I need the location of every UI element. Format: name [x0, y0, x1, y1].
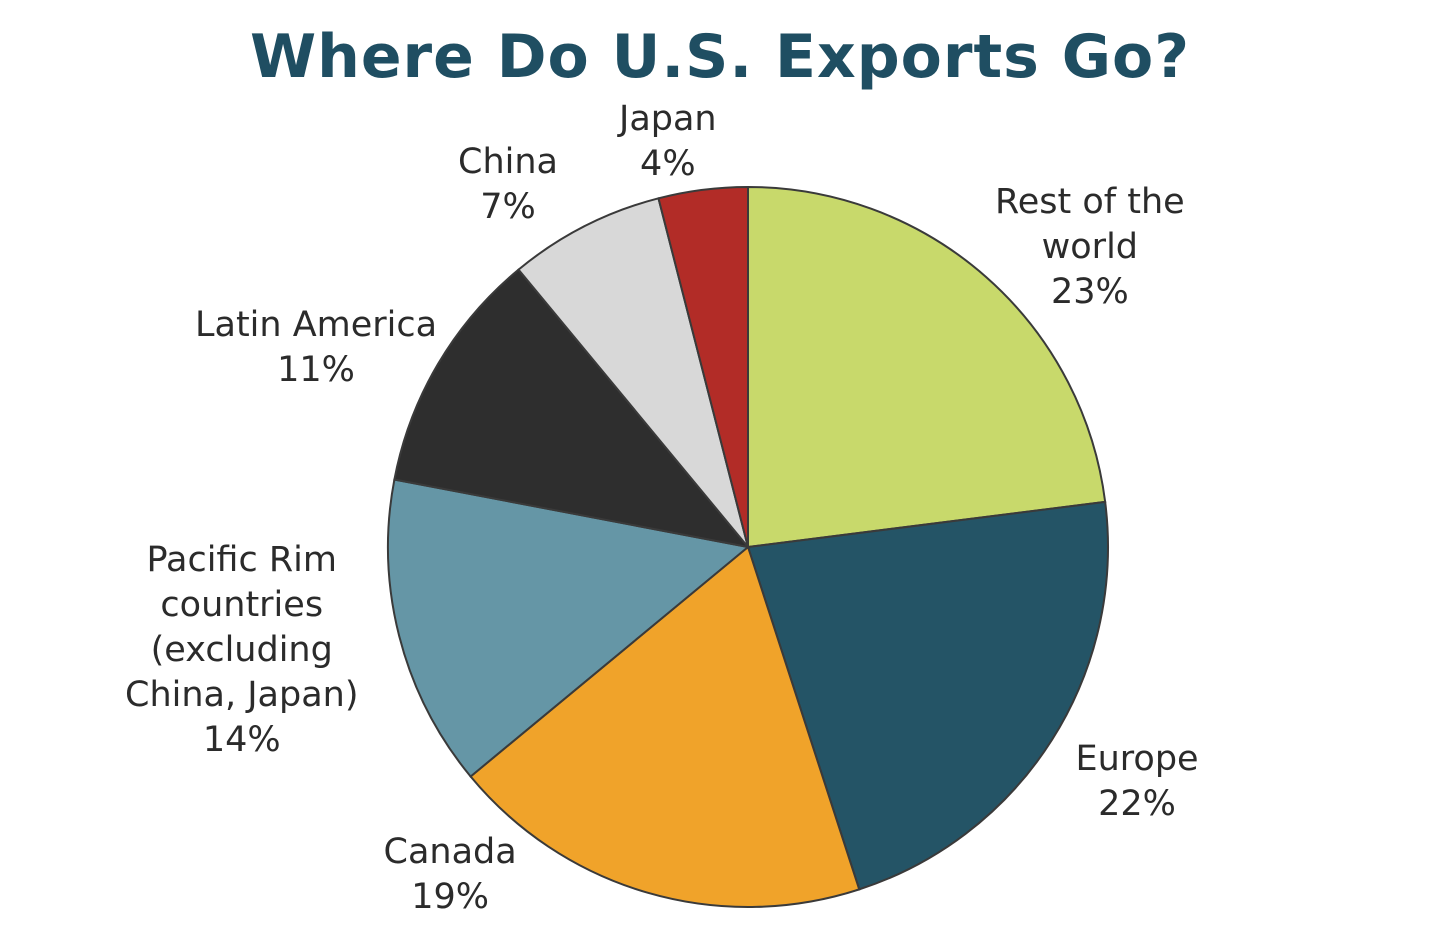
slice-label-text: world	[1041, 227, 1139, 267]
slice-label-text: Europe	[1075, 739, 1199, 779]
slice-value-label: 23%	[1050, 272, 1129, 312]
slice-value-label: 19%	[411, 877, 489, 917]
pie-slice-4	[393, 268, 751, 549]
pie-slice-5	[517, 197, 749, 548]
pie-slice-2	[469, 545, 861, 908]
slice-label-text: countries	[160, 585, 324, 625]
slice-value-label: 4%	[640, 144, 696, 184]
slice-label-0: Rest of the world 23%	[995, 180, 1185, 315]
slice-label-text: China, Japan)	[125, 675, 359, 715]
pie-slice-6	[657, 185, 749, 548]
slice-value-label: 7%	[480, 187, 536, 227]
slice-value-label: 22%	[1098, 784, 1176, 824]
slice-label-5: China 7%	[458, 140, 558, 230]
slice-label-text: Rest of the	[995, 182, 1185, 222]
slice-label-text: Latin America	[195, 305, 438, 345]
slice-label-text: China	[458, 142, 558, 182]
chart-title: Where Do U.S. Exports Go?	[249, 22, 1191, 92]
slice-label-6: Japan 4%	[619, 97, 717, 187]
slice-label-text: Canada	[383, 832, 517, 872]
pie-slice-0	[747, 185, 1107, 549]
pie-slice-3	[387, 478, 751, 778]
slice-value-label: 11%	[277, 350, 355, 390]
slice-label-1: Europe 22%	[1076, 737, 1199, 827]
slice-label-4: Latin America 11%	[195, 303, 437, 393]
slice-label-2: Canada 19%	[384, 830, 517, 920]
slice-label-text: (excluding	[150, 630, 333, 670]
slice-label-text: Japan	[619, 99, 717, 139]
pie-slice-1	[746, 500, 1109, 891]
slice-label-3: Pacific Rim countries (excluding China, Jap…	[125, 538, 359, 763]
slice-label-text: Pacific Rim	[146, 540, 337, 580]
slice-value-label: 14%	[202, 720, 281, 760]
